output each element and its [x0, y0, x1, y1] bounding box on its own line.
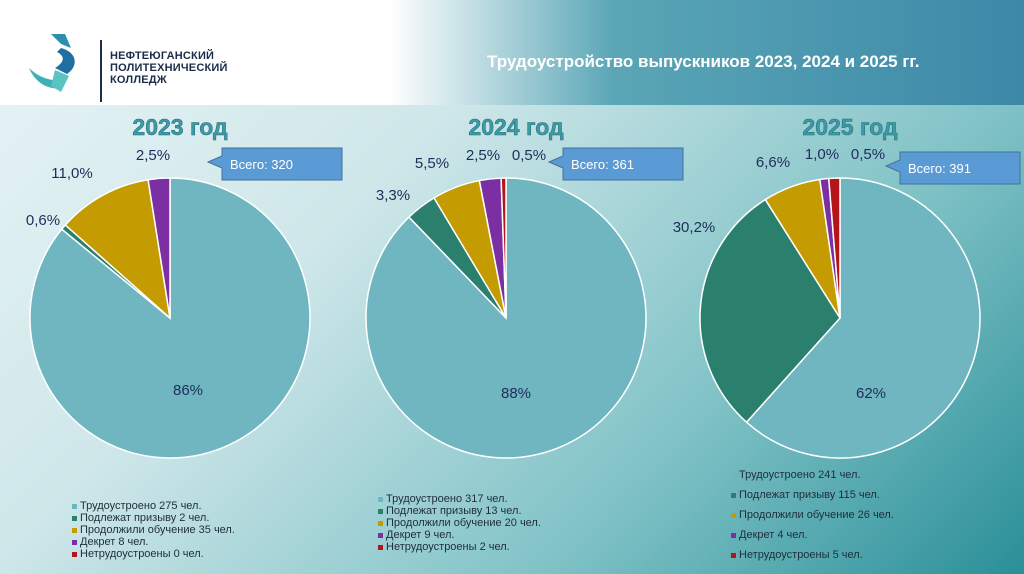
legend-label: Продолжили обучение 20 чел. [386, 517, 541, 529]
slice-percent-label: 2,5% [466, 147, 500, 164]
logo-divider [100, 40, 102, 102]
slice-percent-label: 1,0% [805, 146, 839, 163]
legend-item: Трудоустроено 241 чел. [731, 465, 894, 485]
slice-percent-label: 0,5% [851, 146, 885, 163]
legend-item: Декрет 4 чел. [731, 525, 894, 545]
legend-item: Подлежат призыву 13 чел. [378, 505, 541, 517]
slice-percent-label: 5,5% [415, 155, 449, 172]
college-name-line: ПОЛИТЕХНИЧЕСКИЙ [110, 62, 228, 74]
college-name-line: КОЛЛЕДЖ [110, 74, 167, 86]
slice-percent-label: 0,6% [26, 212, 60, 229]
legend-item: Продолжили обучение 20 чел. [378, 517, 541, 529]
pie-chart: 2023 год Всего: 320 86% 0,6% 11,0% 2,5% [26, 114, 343, 459]
legend-swatch [72, 515, 77, 521]
total-callout-box [884, 151, 1021, 185]
legend-item: Трудоустроено 275 чел. [72, 500, 235, 512]
legend-swatch [731, 532, 736, 538]
college-name: НЕФТЕЮГАНСКИЙ ПОЛИТЕХНИЧЕСКИЙ КОЛЛЕДЖ [110, 50, 228, 86]
pie-slice [64, 178, 172, 320]
legend-item: Трудоустроено 317 чел. [378, 493, 541, 505]
pie-chart: 2025 год Всего: 391 62% 30,2% 6,6% 1,0% 0,5% [673, 114, 1021, 459]
pie-slice [827, 177, 841, 319]
legend-swatch [72, 527, 77, 533]
legend-label: Нетрудоустроены 2 чел. [386, 541, 510, 553]
pie-slice [745, 177, 981, 459]
legend-item: Подлежат призыву 115 чел. [731, 485, 894, 505]
legend-label: Декрет 9 чел. [386, 529, 455, 541]
legend-item: Нетрудоустроены 2 чел. [378, 541, 541, 553]
legend-swatch [378, 532, 383, 538]
legend-label: Продолжили обучение 26 чел. [739, 509, 894, 521]
legend-label: Декрет 4 чел. [739, 529, 808, 541]
legend-item: Продолжили обучение 26 чел. [731, 505, 894, 525]
slice-percent-label: 6,6% [756, 154, 790, 171]
legend-swatch [72, 503, 77, 509]
legend-label: Нетрудоустроены 5 чел. [739, 549, 863, 561]
legend-2023: Трудоустроено 275 чел. Подлежат призыву 2… [72, 500, 235, 560]
legend-swatch [378, 544, 383, 550]
chart-title: 2023 год [132, 114, 228, 140]
total-label: Всего: 320 [230, 157, 293, 172]
legend-swatch [378, 496, 383, 502]
legend-label: Подлежат призыву 13 чел. [386, 505, 522, 517]
legend-swatch [731, 492, 736, 498]
chart-title: 2024 год [468, 114, 564, 140]
legend-item: Нетрудоустроены 0 чел. [72, 548, 235, 560]
legend-swatch [731, 472, 736, 478]
slice-percent-label: 2,5% [136, 147, 170, 164]
slice-percent-label: 11,0% [51, 165, 92, 182]
total-callout: Всего: 361 [547, 147, 684, 181]
legend-label: Подлежат призыву 115 чел. [739, 489, 880, 501]
pie-slice [500, 177, 507, 319]
legend-swatch [72, 539, 77, 545]
legend-2024: Трудоустроено 317 чел. Подлежат призыву 1… [378, 493, 541, 553]
slice-percent-label: 62% [856, 385, 886, 402]
college-name-line: НЕФТЕЮГАНСКИЙ [110, 50, 215, 62]
legend-swatch [378, 520, 383, 526]
total-callout: Всего: 320 [206, 147, 343, 181]
legend-label: Трудоустроено 241 чел. [739, 469, 861, 481]
header-band [0, 0, 1024, 105]
legend-item: Декрет 8 чел. [72, 536, 235, 548]
legend-label: Декрет 8 чел. [80, 536, 149, 548]
legend-swatch [731, 512, 736, 518]
legend-item: Нетрудоустроены 5 чел. [731, 545, 894, 565]
pie-slice [699, 198, 841, 424]
legend-item: Подлежат призыву 2 чел. [72, 512, 235, 524]
legend-item: Продолжили обучение 35 чел. [72, 524, 235, 536]
chart-title: 2025 год [802, 114, 898, 140]
total-label: Всего: 391 [908, 161, 971, 176]
slice-percent-label: 3,3% [376, 187, 410, 204]
pie-chart: 2024 год Всего: 361 88% 3,3% 5,5% 2,5% 0,5% [365, 114, 684, 459]
total-callout-box [206, 147, 343, 181]
legend-2025: Трудоустроено 241 чел. Подлежат призыву 1… [731, 465, 894, 565]
legend-item: Декрет 9 чел. [378, 529, 541, 541]
legend-label: Подлежат призыву 2 чел. [80, 512, 210, 524]
slice-percent-label: 86% [173, 382, 203, 399]
legend-swatch [72, 551, 77, 557]
total-label: Всего: 361 [571, 157, 634, 172]
page-title: Трудоустройство выпускников 2023, 2024 и… [487, 52, 920, 71]
slice-percent-label: 0,5% [512, 147, 546, 164]
total-callout-box [547, 147, 684, 181]
legend-label: Продолжили обучение 35 чел. [80, 524, 235, 536]
legend-swatch [378, 508, 383, 514]
legend-swatch [731, 552, 736, 558]
slice-percent-label: 30,2% [673, 219, 716, 236]
legend-label: Нетрудоустроены 0 чел. [80, 548, 204, 560]
logo-icon [29, 34, 75, 92]
total-callout: Всего: 391 [884, 151, 1021, 185]
pie-slice [147, 177, 171, 319]
legend-label: Трудоустроено 275 чел. [80, 500, 202, 512]
slice-percent-label: 88% [501, 385, 531, 402]
legend-label: Трудоустроено 317 чел. [386, 493, 508, 505]
college-logo: НЕФТЕЮГАНСКИЙ ПОЛИТЕХНИЧЕСКИЙ КОЛЛЕДЖ [25, 30, 265, 102]
